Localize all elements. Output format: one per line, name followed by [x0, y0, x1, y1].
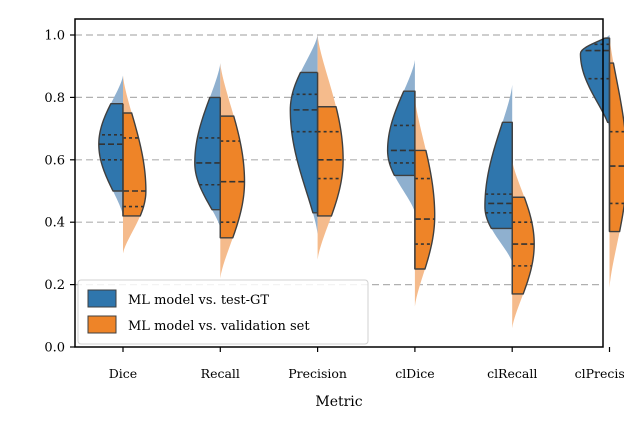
violin-cldice-test-gt: [386, 59, 416, 213]
violin-dice-test-gt: [98, 75, 124, 216]
violin-body: [316, 106, 344, 217]
x-tick-label-clrecall: clRecall: [487, 366, 537, 381]
legend-frame: [77, 279, 369, 345]
violin-cldice-validation: [414, 97, 436, 307]
violin-clrecall-test-gt: [484, 84, 513, 263]
violin-body: [122, 112, 147, 217]
x-axis-title: Metric: [315, 394, 362, 410]
y-axis: 0.0 0.2 0.4 0.6 0.8 1.0: [44, 29, 75, 356]
y-tick-label: 0.8: [44, 91, 65, 106]
violins: [98, 35, 624, 329]
violin-body: [98, 102, 124, 192]
violin-clprecision-validation: [608, 35, 624, 288]
x-tick-label-precision: Precision: [288, 366, 347, 381]
violin-body: [386, 90, 416, 177]
x-tick-label-clprecision: clPrecision: [575, 366, 624, 381]
legend: ML model vs. test-GT ML model vs. valida…: [77, 279, 369, 345]
plot-frame: [74, 18, 604, 348]
violin-body: [194, 96, 221, 211]
violin-body: [414, 149, 436, 270]
violin-recall-test-gt: [194, 63, 221, 229]
violin-body: [289, 71, 319, 214]
violin-body: [608, 62, 624, 233]
legend-label-validation: ML model vs. validation set: [128, 319, 310, 334]
violin-clprecision-test-gt: [579, 35, 611, 129]
violin-body: [219, 115, 246, 239]
y-tick-label: 0.4: [44, 216, 65, 231]
violin-precision-validation: [316, 35, 344, 260]
x-tick-label-dice: Dice: [109, 366, 137, 381]
legend-swatch-test-gt: [87, 289, 117, 308]
violin-body: [579, 37, 611, 124]
violin-body: [484, 121, 513, 230]
legend-swatch-validation: [87, 315, 117, 334]
x-tick-label-recall: Recall: [201, 366, 240, 381]
violin-body: [511, 196, 535, 295]
legend-label-test-gt: ML model vs. test-GT: [128, 293, 269, 308]
x-axis: Dice Recall Precision clDice clRecall clPreci…: [109, 347, 624, 381]
violin-clrecall-validation: [511, 159, 535, 329]
y-tick-label: 0.6: [44, 153, 65, 168]
y-tick-label: 0.2: [44, 278, 65, 293]
violin-precision-test-gt: [289, 35, 319, 235]
violin-recall-validation: [219, 63, 246, 279]
y-tick-label: 0.0: [44, 341, 65, 356]
x-tick-label-cldice: clDice: [395, 366, 434, 381]
y-tick-label: 1.0: [44, 29, 65, 44]
violin-dice-validation: [122, 75, 147, 254]
